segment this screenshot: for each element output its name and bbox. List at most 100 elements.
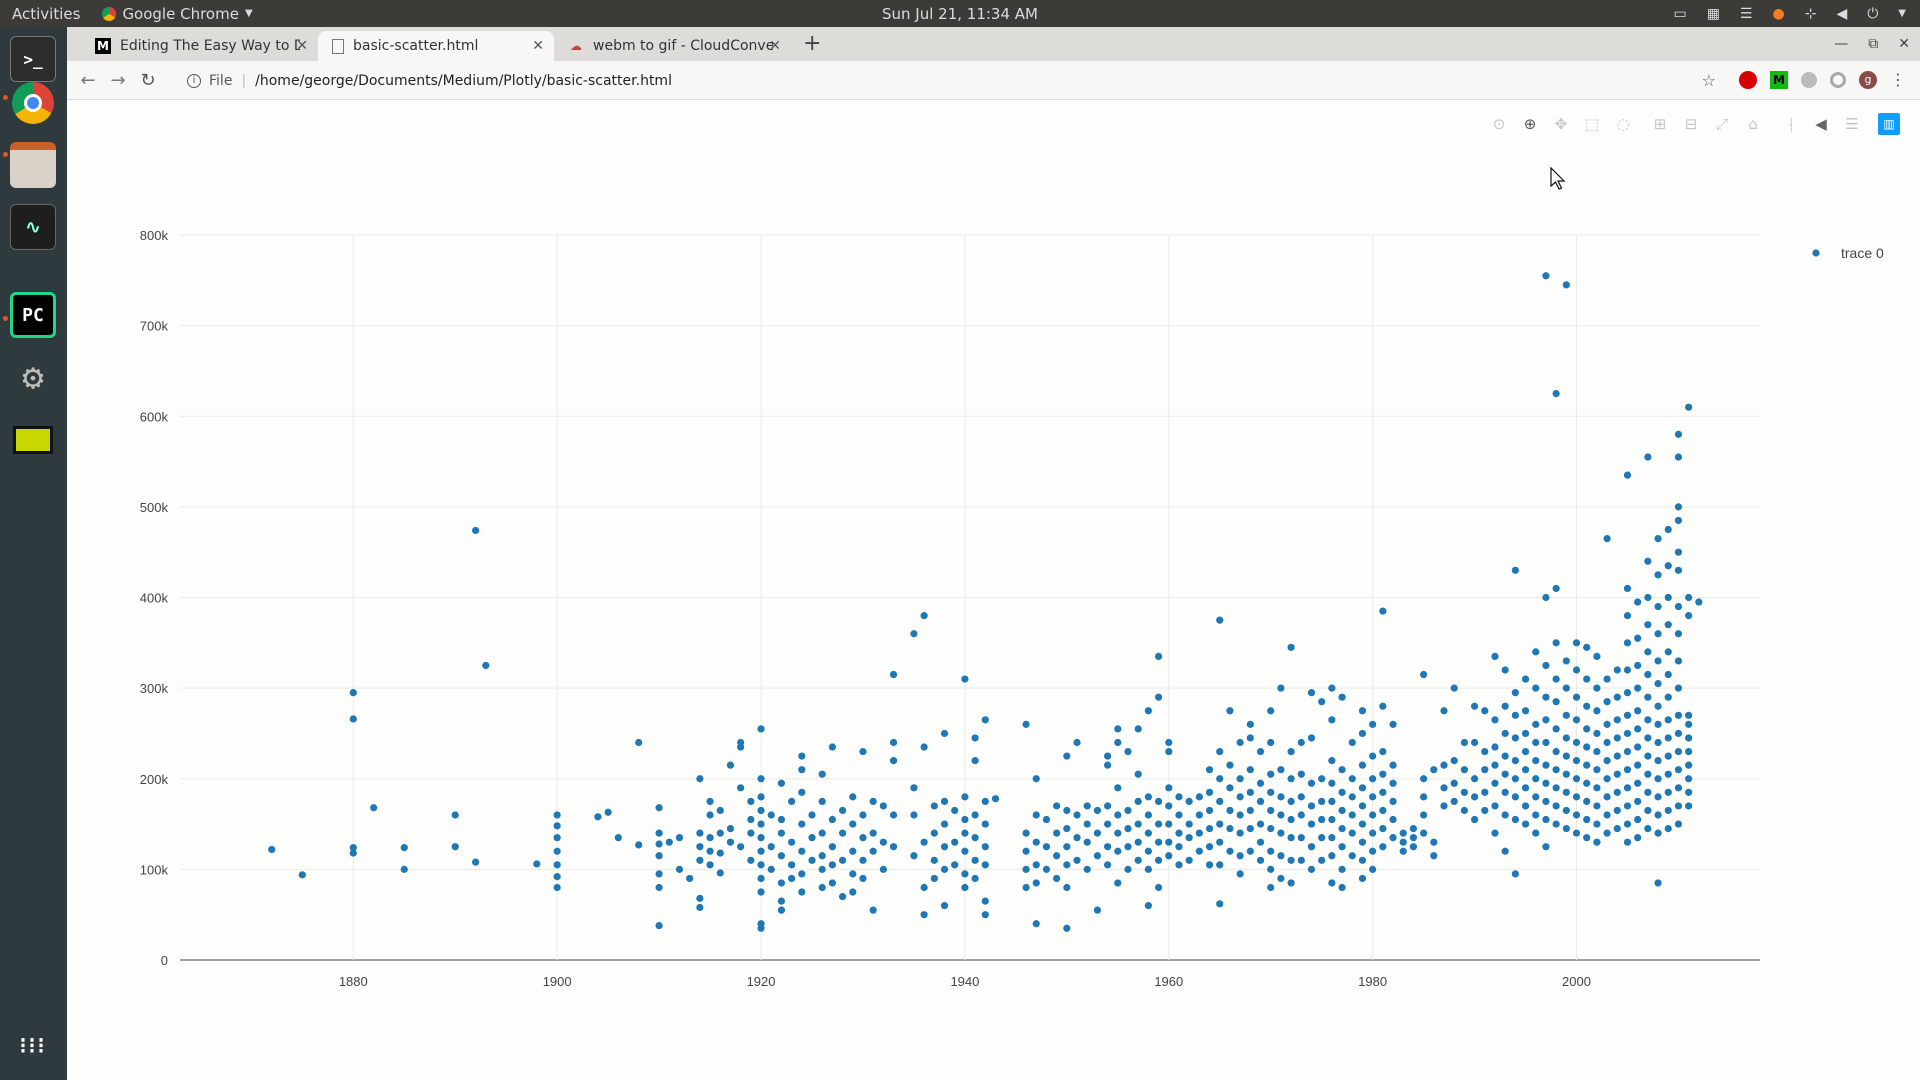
- data-point[interactable]: [1277, 684, 1285, 692]
- data-point[interactable]: [757, 834, 765, 842]
- data-point[interactable]: [1491, 829, 1499, 837]
- data-point[interactable]: [268, 845, 276, 854]
- screen-icon[interactable]: ▭: [1673, 5, 1687, 22]
- data-point[interactable]: [1195, 847, 1203, 855]
- data-point[interactable]: [920, 883, 928, 892]
- data-point[interactable]: [971, 856, 979, 864]
- data-point[interactable]: [1634, 761, 1642, 769]
- data-point[interactable]: [1521, 820, 1530, 828]
- scatter-chart[interactable]: 1880 1900 1920 1940 1960 1980 2000 0 100k 200k 30…: [67, 100, 1920, 1080]
- notification-dot-icon[interactable]: ●: [1772, 5, 1785, 22]
- data-point[interactable]: [349, 844, 357, 852]
- data-point[interactable]: [859, 874, 867, 883]
- back-icon[interactable]: ←: [80, 69, 96, 91]
- data-point[interactable]: [1481, 806, 1489, 815]
- data-point[interactable]: [1481, 788, 1489, 796]
- data-point[interactable]: [777, 779, 786, 787]
- data-point[interactable]: [1154, 856, 1163, 864]
- data-point[interactable]: [1165, 747, 1173, 756]
- data-point[interactable]: [838, 829, 847, 837]
- close-window-icon[interactable]: ✕: [1898, 36, 1910, 52]
- data-point[interactable]: [1104, 802, 1112, 810]
- data-point[interactable]: [1104, 861, 1112, 869]
- minimize-icon[interactable]: —: [1834, 36, 1849, 52]
- address-bar[interactable]: i File | /home/george/Documents/Medium/P…: [175, 67, 1720, 94]
- data-point[interactable]: [1246, 720, 1254, 728]
- data-point[interactable]: [1369, 793, 1377, 801]
- data-point[interactable]: [1685, 775, 1693, 783]
- data-point[interactable]: [777, 897, 786, 905]
- medium-extension-icon[interactable]: M: [1770, 70, 1788, 89]
- data-point[interactable]: [1063, 861, 1071, 869]
- data-point[interactable]: [747, 829, 755, 837]
- data-point[interactable]: [879, 865, 887, 873]
- data-point[interactable]: [1083, 802, 1091, 810]
- data-point[interactable]: [1073, 834, 1081, 842]
- data-point[interactable]: [788, 797, 796, 806]
- data-point[interactable]: [798, 752, 806, 760]
- data-point[interactable]: [961, 793, 969, 801]
- data-point[interactable]: [1226, 847, 1234, 855]
- data-point[interactable]: [1338, 883, 1346, 892]
- data-point[interactable]: [1032, 811, 1040, 819]
- data-point[interactable]: [1328, 879, 1336, 887]
- data-point[interactable]: [1542, 797, 1550, 806]
- data-point[interactable]: [1083, 838, 1091, 846]
- data-point[interactable]: [1348, 775, 1356, 783]
- data-point[interactable]: [798, 820, 806, 828]
- data-point[interactable]: [1114, 738, 1122, 747]
- data-point[interactable]: [1358, 707, 1367, 715]
- data-point[interactable]: [1634, 815, 1642, 824]
- data-point[interactable]: [981, 861, 989, 869]
- data-point[interactable]: [838, 806, 847, 815]
- data-point[interactable]: [1583, 702, 1591, 710]
- hover-closest-icon[interactable]: ◀: [1815, 115, 1827, 133]
- data-point[interactable]: [1277, 874, 1285, 883]
- data-point[interactable]: [1613, 693, 1621, 701]
- data-point[interactable]: [849, 888, 857, 896]
- data-point[interactable]: [1022, 847, 1030, 855]
- data-point[interactable]: [1552, 820, 1560, 828]
- data-point[interactable]: [1175, 829, 1183, 837]
- data-point[interactable]: [1287, 775, 1295, 783]
- data-point[interactable]: [1144, 793, 1152, 801]
- extension-icon[interactable]: [1801, 71, 1817, 88]
- data-point[interactable]: [1613, 788, 1621, 796]
- data-point[interactable]: [1042, 815, 1051, 824]
- data-point[interactable]: [1277, 766, 1285, 774]
- data-point[interactable]: [1542, 815, 1550, 824]
- data-point[interactable]: [1511, 793, 1519, 801]
- data-point[interactable]: [716, 849, 724, 857]
- data-point[interactable]: [1572, 639, 1581, 647]
- data-point[interactable]: [757, 924, 765, 932]
- data-point[interactable]: [1287, 856, 1295, 864]
- data-point[interactable]: [777, 852, 786, 860]
- data-point[interactable]: [1593, 766, 1601, 774]
- data-point[interactable]: [1644, 621, 1652, 629]
- menu-icon[interactable]: ☰: [1739, 5, 1753, 22]
- data-point[interactable]: [1358, 784, 1367, 792]
- data-point[interactable]: [1073, 856, 1081, 864]
- data-point[interactable]: [553, 822, 561, 830]
- data-point[interactable]: [1613, 824, 1621, 833]
- data-point[interactable]: [1664, 621, 1672, 629]
- data-point[interactable]: [1511, 734, 1519, 742]
- data-point[interactable]: [1124, 843, 1132, 851]
- data-point[interactable]: [1236, 852, 1244, 860]
- data-point[interactable]: [1318, 834, 1326, 842]
- data-point[interactable]: [1032, 838, 1040, 846]
- data-point[interactable]: [1022, 829, 1030, 837]
- data-point[interactable]: [1511, 775, 1519, 783]
- data-point[interactable]: [808, 856, 816, 864]
- data-point[interactable]: [1307, 689, 1316, 697]
- data-point[interactable]: [1318, 856, 1326, 864]
- data-point[interactable]: [920, 911, 928, 919]
- data-point[interactable]: [1358, 838, 1367, 846]
- data-point[interactable]: [1328, 716, 1336, 724]
- data-point[interactable]: [1216, 820, 1224, 828]
- data-point[interactable]: [1521, 675, 1530, 683]
- data-point[interactable]: [1409, 843, 1418, 851]
- data-point[interactable]: [696, 856, 704, 864]
- data-point[interactable]: [1532, 738, 1540, 747]
- data-point[interactable]: [1623, 711, 1632, 719]
